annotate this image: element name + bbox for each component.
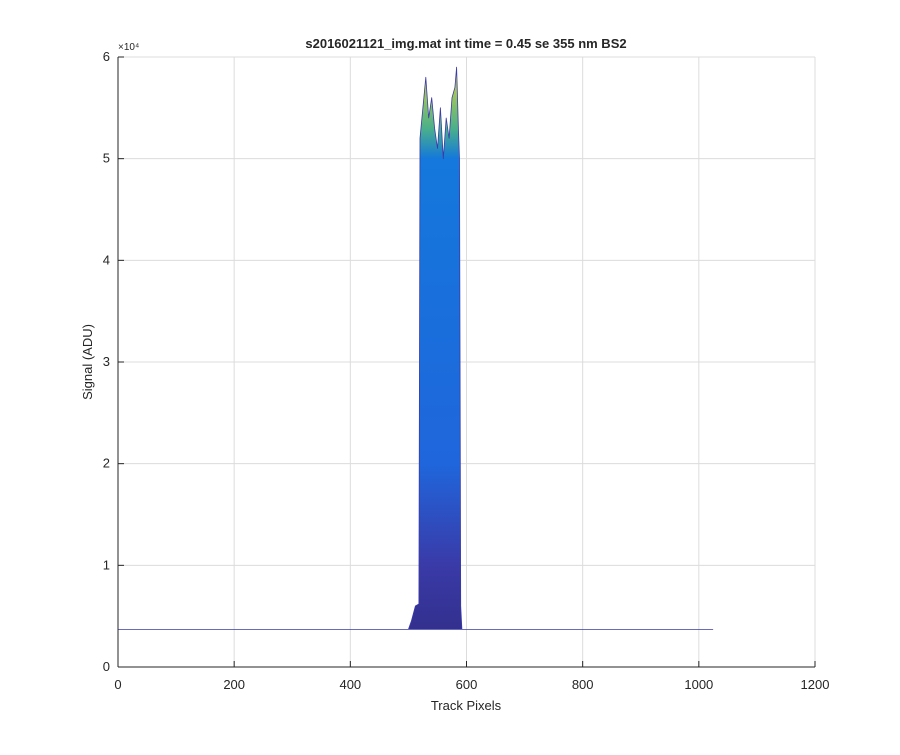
chart-title: s2016021121_img.mat int time = 0.45 se 3… [305,36,626,51]
signal-area [117,66,714,630]
y-tick-label: 4 [103,252,110,267]
x-tick-label: 1200 [801,677,830,692]
x-tick-label: 600 [456,677,478,692]
y-tick-label: 3 [103,354,110,369]
y-tick-label: 5 [103,151,110,166]
x-tick-label: 200 [223,677,245,692]
y-tick-label: 1 [103,557,110,572]
y-tick-label: 2 [103,456,110,471]
x-tick-label: 0 [114,677,121,692]
x-tick-label: 400 [339,677,361,692]
y-axis-label: Signal (ADU) [80,324,95,400]
x-tick-label: 800 [572,677,594,692]
y-tick-label: 6 [103,49,110,64]
x-tick-label: 1000 [684,677,713,692]
x-axis-label: Track Pixels [431,698,502,713]
y-exponent: ×10⁴ [118,42,139,53]
y-tick-label: 0 [103,659,110,674]
